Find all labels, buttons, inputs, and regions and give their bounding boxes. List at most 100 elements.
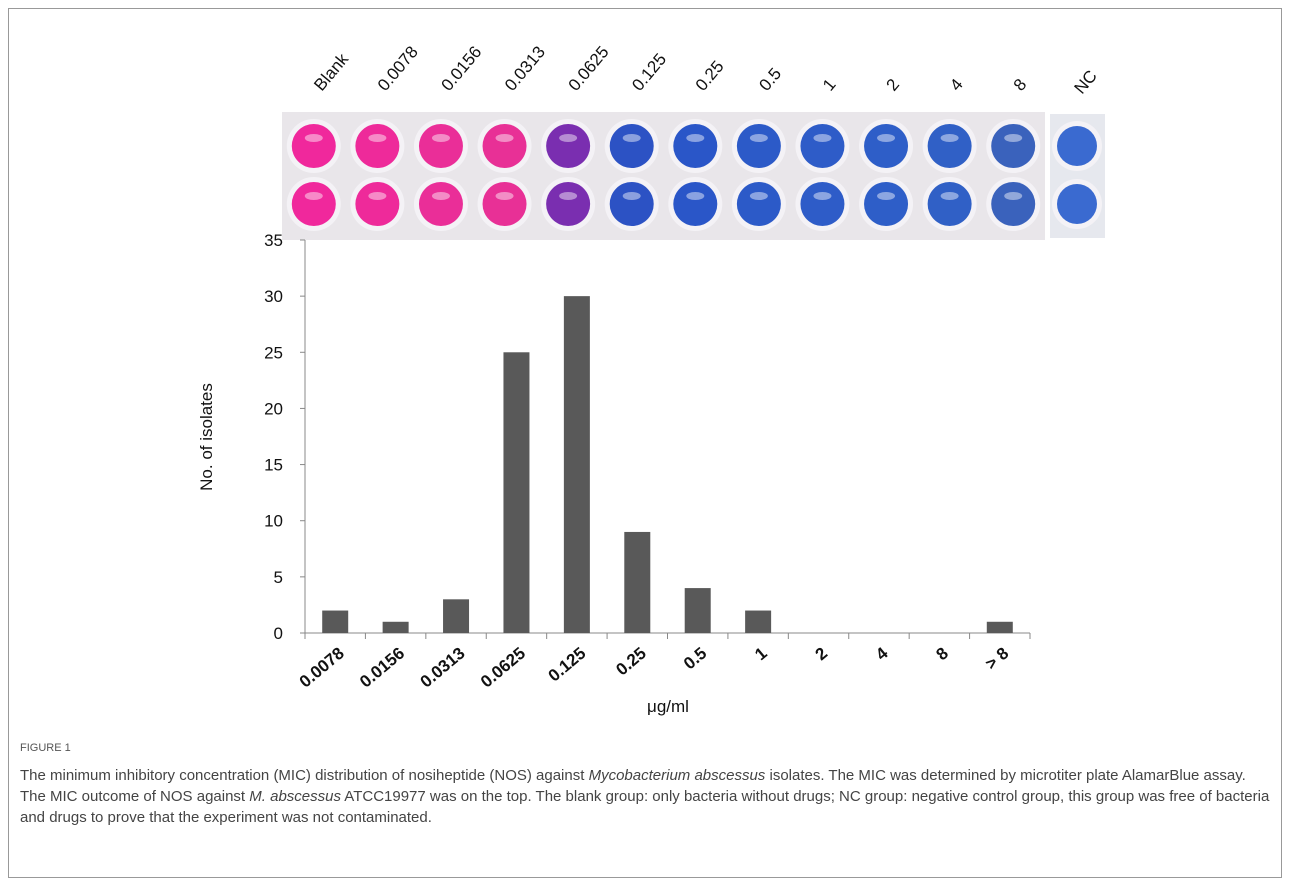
well-highlight <box>559 134 577 142</box>
well-highlight <box>750 134 768 142</box>
caption-italic: M. abscessus <box>249 788 341 805</box>
y-tick-label: 20 <box>264 399 283 418</box>
well-liquid <box>864 124 908 168</box>
well-highlight <box>686 134 704 142</box>
well-liquid <box>673 182 717 226</box>
plate-label: 0.5 <box>755 64 785 94</box>
well-highlight <box>432 192 450 200</box>
plate-label: 1 <box>819 75 840 94</box>
y-tick-label: 35 <box>264 231 283 250</box>
well-highlight <box>559 192 577 200</box>
well-highlight <box>750 192 768 200</box>
y-tick-label: 0 <box>274 624 283 643</box>
x-tick-label: 0.0313 <box>417 644 469 692</box>
plate-label: 0.0625 <box>565 43 613 95</box>
well-highlight <box>877 134 895 142</box>
y-tick-label: 5 <box>274 568 283 587</box>
plate-label: 0.25 <box>692 57 728 95</box>
well-highlight <box>368 134 386 142</box>
x-tick-label: 0.125 <box>545 644 590 686</box>
well-highlight <box>813 134 831 142</box>
bar <box>624 532 650 633</box>
y-axis-label: No. of isolates <box>197 383 216 491</box>
well-highlight <box>496 134 514 142</box>
well-liquid <box>928 124 972 168</box>
well-liquid <box>546 124 590 168</box>
well-highlight <box>941 192 959 200</box>
well-liquid <box>419 124 463 168</box>
x-tick-label: 8 <box>932 644 951 665</box>
x-tick-label: 1 <box>751 644 770 665</box>
x-tick-label: 4 <box>872 643 892 664</box>
well-liquid <box>483 182 527 226</box>
plate-label: 8 <box>1010 75 1031 94</box>
bar <box>987 622 1013 633</box>
bar <box>685 588 711 633</box>
caption-text: The minimum inhibitory concentration (MI… <box>20 767 589 784</box>
bar <box>443 599 469 633</box>
well-liquid <box>292 182 336 226</box>
well-highlight <box>623 192 641 200</box>
well-liquid <box>991 124 1035 168</box>
well-highlight <box>877 192 895 200</box>
well-liquid <box>1057 126 1097 166</box>
well-liquid <box>800 182 844 226</box>
well-liquid <box>991 182 1035 226</box>
bar <box>322 611 348 633</box>
bar <box>564 296 590 633</box>
well-highlight <box>305 192 323 200</box>
x-tick-label: 0.25 <box>612 644 650 680</box>
well-liquid <box>800 124 844 168</box>
caption: FIGURE 1 The minimum inhibitory concentra… <box>20 738 1270 828</box>
well-highlight <box>496 192 514 200</box>
well-highlight <box>1004 192 1022 200</box>
well-liquid <box>546 182 590 226</box>
well-highlight <box>1004 134 1022 142</box>
well-liquid <box>292 124 336 168</box>
well-highlight <box>813 192 831 200</box>
x-axis-label: μg/ml <box>647 697 689 716</box>
x-tick-label: 2 <box>812 644 831 665</box>
well-liquid <box>1057 184 1097 224</box>
well-liquid <box>419 182 463 226</box>
y-tick-label: 30 <box>264 287 283 306</box>
caption-label: FIGURE 1 <box>20 738 1270 759</box>
plate-label: 0.0156 <box>437 43 485 95</box>
well-highlight <box>368 192 386 200</box>
control-label: NC <box>1071 67 1101 98</box>
well-liquid <box>355 124 399 168</box>
bar <box>503 352 529 633</box>
well-liquid <box>355 182 399 226</box>
y-tick-label: 10 <box>264 512 283 531</box>
y-tick-label: 25 <box>264 343 283 362</box>
well-liquid <box>610 182 654 226</box>
well-liquid <box>737 124 781 168</box>
y-tick-label: 15 <box>264 456 283 475</box>
plate-label: Blank <box>310 49 352 94</box>
well-highlight <box>432 134 450 142</box>
x-tick-label: 0.5 <box>680 644 710 674</box>
well-highlight <box>686 192 704 200</box>
plate-label: 0.0078 <box>374 43 422 95</box>
well-highlight <box>941 134 959 142</box>
well-liquid <box>673 124 717 168</box>
well-liquid <box>928 182 972 226</box>
plate-label: 4 <box>946 75 967 94</box>
caption-italic: Mycobacterium abscessus <box>589 767 766 784</box>
well-liquid <box>737 182 781 226</box>
well-liquid <box>610 124 654 168</box>
plate-label: 0.125 <box>628 50 670 95</box>
well-liquid <box>483 124 527 168</box>
well-liquid <box>864 182 908 226</box>
x-tick-label: 0.0156 <box>356 644 408 692</box>
x-tick-label: 0.0078 <box>296 644 348 692</box>
bar <box>745 611 771 633</box>
well-highlight <box>623 134 641 142</box>
x-tick-label: 0.0625 <box>477 644 529 692</box>
x-tick-label: > 8 <box>982 644 1013 674</box>
plate-label: 0.0313 <box>501 43 549 95</box>
plate-label: 2 <box>883 75 904 94</box>
well-highlight <box>305 134 323 142</box>
bar <box>383 622 409 633</box>
